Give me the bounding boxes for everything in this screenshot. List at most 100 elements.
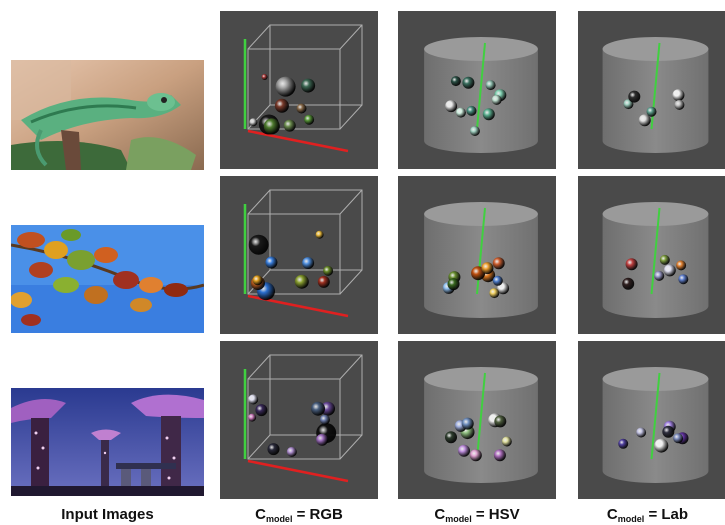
color-cluster-sphere — [676, 260, 686, 270]
color-cluster-sphere — [492, 95, 502, 105]
panel-lab-chameleon — [578, 11, 725, 169]
color-cluster-sphere — [275, 99, 289, 113]
color-cluster-sphere — [276, 77, 296, 97]
panel-rgb-trees — [220, 341, 378, 499]
color-cluster-sphere — [302, 257, 314, 269]
colorspace-plot-lab — [578, 11, 725, 169]
panel-rgb-leaves — [220, 176, 378, 334]
caption-rgb: Cmodel = RGB — [220, 506, 378, 524]
color-cluster-sphere — [502, 437, 512, 447]
cylinder-body — [424, 49, 538, 153]
color-cluster-sphere — [674, 100, 684, 110]
cylinder-body — [424, 379, 538, 483]
color-cluster-sphere — [255, 404, 267, 416]
color-cluster-sphere — [483, 108, 495, 120]
caption-hsv-text: = HSV — [476, 506, 520, 523]
color-cluster-sphere — [304, 115, 314, 125]
color-cluster-sphere — [493, 257, 505, 269]
color-cluster-sphere — [673, 433, 683, 443]
color-cluster-sphere — [626, 258, 638, 270]
cylinder-top — [424, 37, 538, 61]
color-cluster-sphere — [636, 428, 646, 438]
caption-input-images: Input Images — [11, 506, 204, 523]
cylinder-top — [603, 367, 709, 391]
color-cluster-sphere — [249, 235, 269, 255]
color-cluster-sphere — [301, 79, 315, 93]
input-image-autumn-leaves — [11, 225, 204, 333]
color-cluster-sphere — [264, 118, 280, 134]
colorspace-plot-rgb — [220, 11, 378, 169]
panel-hsv-leaves — [398, 176, 556, 334]
color-cluster-sphere — [262, 74, 268, 80]
color-cluster-sphere — [320, 415, 330, 425]
color-cluster-sphere — [253, 275, 263, 285]
color-cluster-sphere — [672, 89, 684, 101]
caption-subscript: model — [618, 514, 645, 524]
panel-hsv-trees — [398, 341, 556, 499]
color-cluster-sphere — [248, 414, 256, 422]
caption-rgb-text: = RGB — [297, 506, 343, 523]
color-cluster-sphere — [249, 118, 257, 126]
color-cluster-sphere — [664, 264, 676, 276]
cylinder-body — [603, 379, 709, 483]
axis-red — [248, 131, 348, 151]
color-cluster-sphere — [458, 445, 470, 457]
color-cluster-sphere — [462, 77, 474, 89]
color-cluster-sphere — [662, 426, 674, 438]
caption-lab-text: = Lab — [648, 506, 688, 523]
panel-lab-leaves — [578, 176, 725, 334]
color-cluster-sphere — [494, 449, 506, 461]
color-cluster-sphere — [654, 271, 664, 281]
color-cluster-sphere — [660, 255, 670, 265]
color-cluster-sphere — [622, 278, 634, 290]
caption-lab: Cmodel = Lab — [570, 506, 725, 524]
color-cluster-sphere — [647, 107, 657, 117]
color-cluster-sphere — [323, 266, 333, 276]
colorspace-plot-hsv — [398, 341, 556, 499]
panel-lab-trees — [578, 341, 725, 499]
color-cluster-sphere — [489, 288, 499, 298]
color-cluster-sphere — [265, 257, 277, 269]
panel-hsv-chameleon — [398, 11, 556, 169]
colorspace-plot-rgb — [220, 341, 378, 499]
caption-subscript: model — [266, 514, 293, 524]
color-cluster-sphere — [678, 274, 688, 284]
caption-hsv: Cmodel = HSV — [398, 506, 556, 524]
colorspace-plot-hsv — [398, 176, 556, 334]
caption-c-symbol: C — [255, 506, 266, 523]
color-cluster-sphere — [470, 126, 480, 136]
axis-red — [248, 461, 348, 481]
color-cluster-sphere — [316, 434, 328, 446]
color-cluster-sphere — [494, 415, 506, 427]
color-cluster-sphere — [268, 443, 280, 455]
cylinder-top — [424, 202, 538, 226]
cylinder-body — [424, 214, 538, 318]
color-cluster-sphere — [654, 439, 668, 453]
color-cluster-sphere — [297, 104, 307, 114]
color-cluster-sphere — [467, 106, 477, 116]
color-cluster-sphere — [295, 275, 309, 289]
panel-rgb-chameleon — [220, 11, 378, 169]
cylinder-body — [603, 214, 709, 318]
color-cluster-sphere — [284, 120, 296, 132]
caption-subscript: model — [445, 514, 472, 524]
color-cluster-sphere — [628, 91, 640, 103]
colorspace-plot-rgb — [220, 176, 378, 334]
colorspace-plot-hsv — [398, 11, 556, 169]
color-cluster-sphere — [456, 108, 466, 118]
cylinder-top — [603, 202, 709, 226]
cylinder-body — [603, 49, 709, 153]
color-cluster-sphere — [451, 76, 461, 86]
color-cluster-sphere — [316, 231, 324, 239]
colorspace-plot-lab — [578, 176, 725, 334]
color-cluster-sphere — [287, 447, 297, 457]
caption-c-symbol: C — [434, 506, 445, 523]
input-image-chameleon — [11, 60, 204, 170]
color-cluster-sphere — [462, 418, 474, 430]
color-cluster-sphere — [481, 262, 493, 274]
cylinder-top — [424, 367, 538, 391]
color-cluster-sphere — [448, 278, 460, 290]
color-cluster-sphere — [493, 276, 503, 286]
color-cluster-sphere — [470, 449, 482, 461]
input-image-supertrees — [11, 388, 204, 496]
